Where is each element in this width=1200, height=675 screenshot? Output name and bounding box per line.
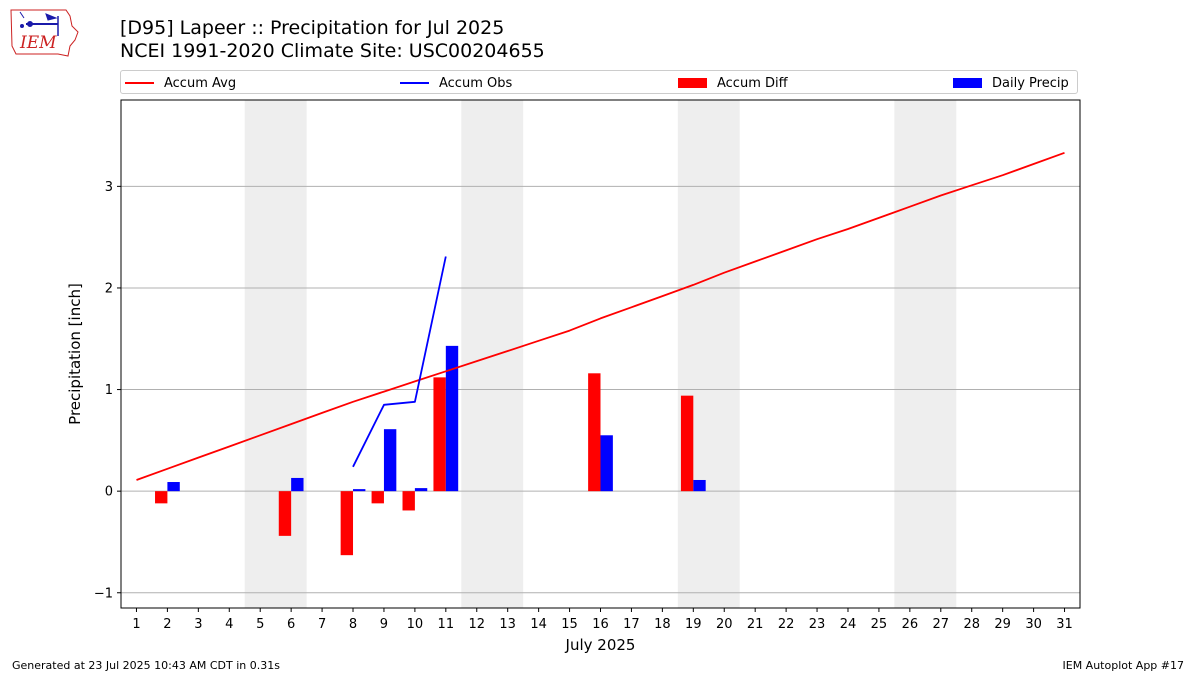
x-tick-label: 31: [1056, 617, 1073, 632]
x-tick-label: 29: [994, 617, 1011, 632]
legend-swatch: [678, 78, 707, 88]
accum-diff-bar: [402, 491, 415, 511]
daily-precip-bar: [414, 488, 428, 492]
logo-text: IEM: [19, 33, 57, 53]
x-axis-label: July 2025: [565, 636, 636, 654]
x-tick-label: 5: [256, 617, 264, 632]
chart-legend: Accum Avg Accum Obs Accum Diff Daily Pre…: [120, 70, 1078, 94]
x-tick-label: 30: [1025, 617, 1042, 632]
x-tick-label: 26: [902, 617, 919, 632]
legend-label: Daily Precip: [992, 75, 1069, 91]
x-tick-label: 22: [778, 617, 795, 632]
legend-item-accum-diff: Accum Diff: [678, 74, 788, 92]
x-tick-label: 16: [592, 617, 609, 632]
accum-diff-bar: [433, 377, 446, 492]
x-tick-label: 9: [380, 617, 388, 632]
legend-item-daily-precip: Daily Precip: [953, 74, 1069, 92]
x-tick-label: 11: [438, 617, 455, 632]
y-tick-label: 0: [105, 485, 113, 500]
chart-subtitle: NCEI 1991-2020 Climate Site: USC00204655: [120, 40, 545, 62]
x-tick-label: 20: [716, 617, 733, 632]
legend-label: Accum Obs: [439, 75, 513, 91]
x-tick-label: 24: [840, 617, 857, 632]
weekend-band: [244, 100, 307, 608]
x-tick-label: 7: [318, 617, 326, 632]
accum-diff-bar: [588, 373, 601, 492]
y-tick-label: 2: [105, 281, 113, 296]
legend-swatch: [953, 78, 982, 88]
x-tick-label: 21: [747, 617, 764, 632]
weather-station-icon: [19, 11, 59, 36]
daily-precip-bar: [600, 435, 613, 492]
daily-precip-bar: [353, 489, 366, 492]
y-axis-label: Precipitation [inch]: [66, 283, 84, 425]
state-outline: [10, 9, 79, 57]
weekend-band: [677, 100, 740, 608]
x-tick-label: 15: [561, 617, 578, 632]
accum-diff-bar: [340, 491, 354, 556]
y-tick-label: −1: [94, 586, 113, 601]
x-tick-label: 17: [623, 617, 640, 632]
legend-swatch: [125, 82, 154, 84]
accum-avg-line: [136, 151, 1065, 481]
weekend-band: [894, 100, 957, 608]
x-tick-label: 18: [654, 617, 671, 632]
chart-title: [D95] Lapeer :: Precipitation for Jul 20…: [120, 17, 505, 39]
x-tick-label: 4: [225, 617, 233, 632]
x-tick-label: 3: [194, 617, 202, 632]
accum-diff-bar: [371, 491, 384, 504]
legend-item-accum-avg: Accum Avg: [125, 74, 236, 92]
daily-precip-bar: [291, 477, 304, 492]
accum-obs-line: [352, 256, 447, 468]
iem-logo: IEM: [10, 9, 79, 57]
x-tick-label: 12: [468, 617, 485, 632]
x-tick-label: 28: [963, 617, 980, 632]
x-tick-label: 14: [530, 617, 547, 632]
generated-timestamp: Generated at 23 Jul 2025 10:43 AM CDT in…: [12, 659, 280, 672]
x-tick-label: 1: [132, 617, 140, 632]
x-tick-label: 2: [163, 617, 171, 632]
accum-diff-bar: [680, 395, 694, 492]
legend-label: Accum Avg: [164, 75, 237, 91]
legend-label: Accum Diff: [717, 75, 788, 91]
x-tick-label: 19: [685, 617, 702, 632]
daily-precip-bar: [167, 482, 180, 492]
legend-item-accum-obs: Accum Obs: [400, 74, 512, 92]
legend-swatch: [400, 82, 429, 84]
x-tick-label: 6: [287, 617, 295, 632]
accum-diff-bar: [278, 491, 292, 536]
accum-diff-bar: [155, 491, 168, 504]
x-tick-label: 10: [407, 617, 424, 632]
x-tick-label: 23: [809, 617, 826, 632]
x-tick-label: 8: [349, 617, 357, 632]
x-tick-label: 25: [871, 617, 888, 632]
weekend-band: [461, 100, 524, 608]
app-credit: IEM Autoplot App #17: [1062, 659, 1185, 672]
x-tick-label: 27: [933, 617, 950, 632]
daily-precip-bar: [383, 429, 397, 492]
x-tick-label: 13: [499, 617, 516, 632]
y-tick-label: 3: [105, 180, 113, 195]
daily-precip-bar: [693, 479, 706, 492]
y-tick-label: 1: [105, 383, 113, 398]
daily-precip-bar: [445, 345, 459, 492]
